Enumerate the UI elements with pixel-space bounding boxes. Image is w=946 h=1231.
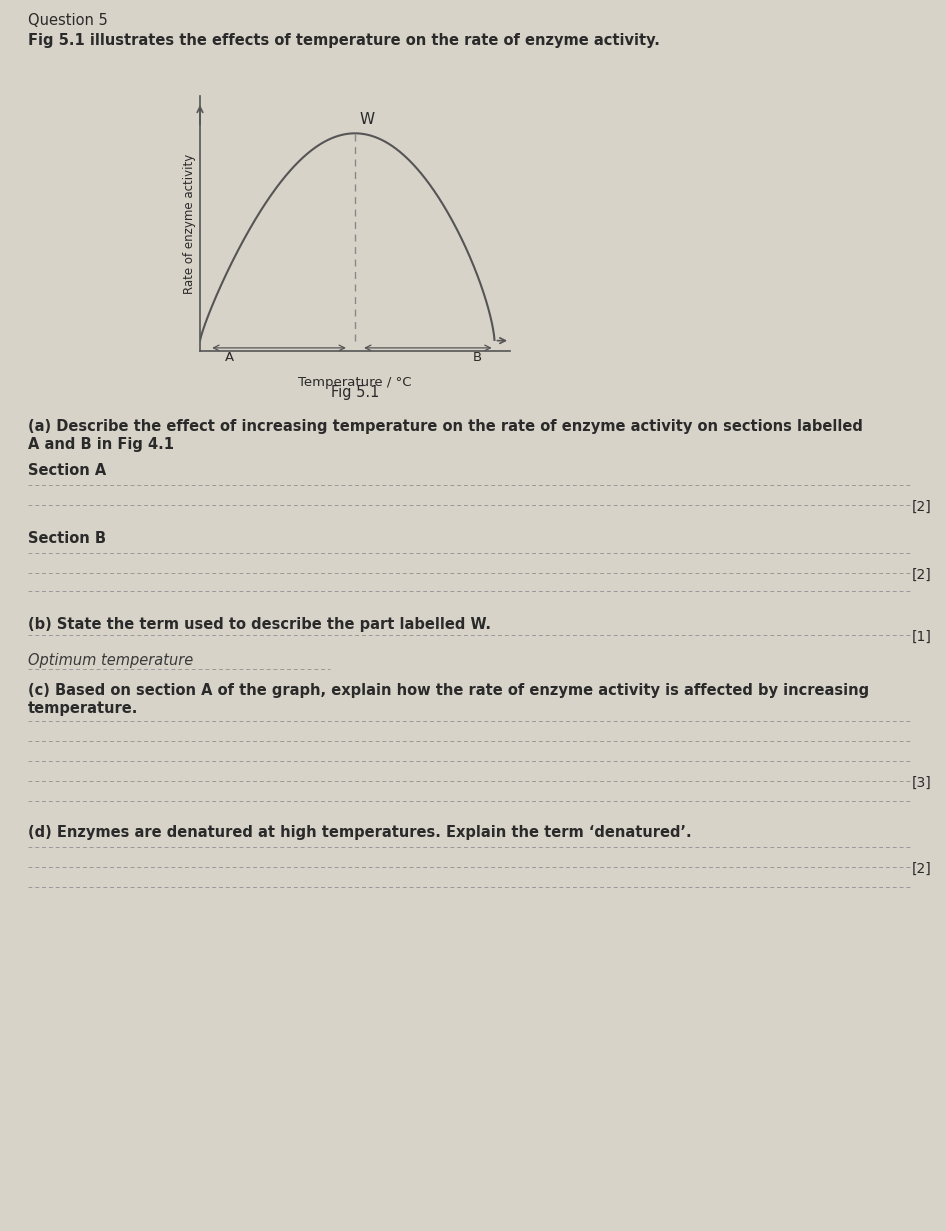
Text: [1]: [1] (912, 630, 932, 644)
Text: (b) State the term used to describe the part labelled W.: (b) State the term used to describe the … (28, 617, 491, 632)
Text: Question 5: Question 5 (28, 14, 108, 28)
Text: (c) Based on section A of the graph, explain how the rate of enzyme activity is : (c) Based on section A of the graph, exp… (28, 683, 869, 698)
X-axis label: Temperature / °C: Temperature / °C (298, 375, 412, 389)
Text: (d) Enzymes are denatured at high temperatures. Explain the term ‘denatured’.: (d) Enzymes are denatured at high temper… (28, 825, 692, 840)
Text: Fig 5.1 illustrates the effects of temperature on the rate of enzyme activity.: Fig 5.1 illustrates the effects of tempe… (28, 33, 660, 48)
Text: Section B: Section B (28, 531, 106, 547)
Text: [2]: [2] (912, 567, 932, 582)
Text: Fig 5.1: Fig 5.1 (331, 385, 379, 400)
Text: Optimum temperature: Optimum temperature (28, 652, 193, 668)
Text: (a) Describe the effect of increasing temperature on the rate of enzyme activity: (a) Describe the effect of increasing te… (28, 419, 863, 435)
Text: temperature.: temperature. (28, 700, 138, 716)
Text: [3]: [3] (912, 776, 932, 790)
Text: [2]: [2] (912, 862, 932, 876)
Text: B: B (473, 351, 482, 364)
Text: A and B in Fig 4.1: A and B in Fig 4.1 (28, 437, 174, 452)
Text: Section A: Section A (28, 463, 106, 478)
Y-axis label: Rate of enzyme activity: Rate of enzyme activity (183, 154, 196, 294)
Text: W: W (359, 112, 375, 127)
Text: [2]: [2] (912, 500, 932, 515)
Text: A: A (225, 351, 234, 364)
